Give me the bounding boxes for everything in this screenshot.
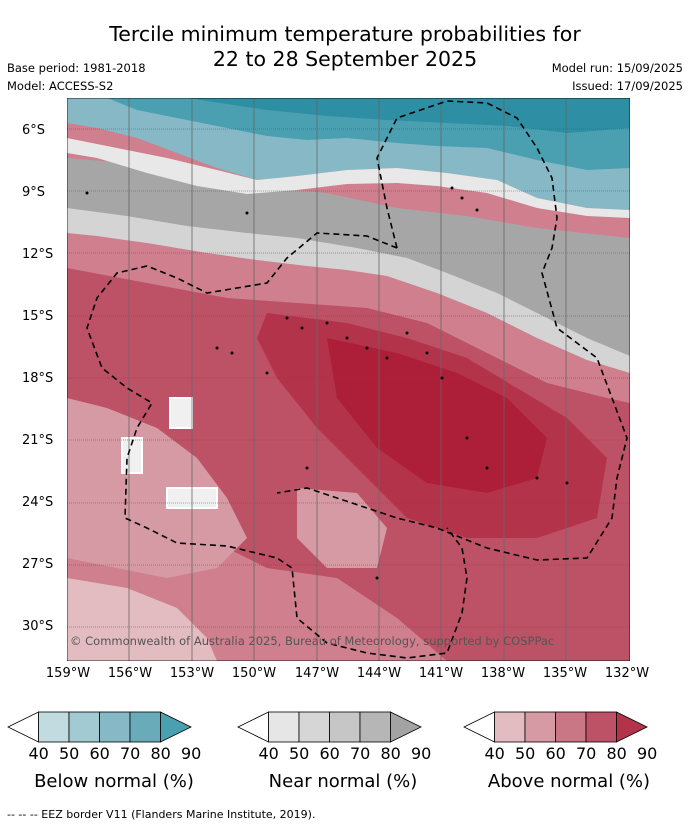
lon-label: 156°W — [107, 666, 153, 681]
colorbar-tick-label: 70 — [576, 744, 597, 763]
lon-label: 132°W — [604, 666, 650, 681]
colorbar-segment — [298, 711, 330, 743]
colorbar-extend-high — [160, 711, 192, 743]
near-normal-region — [67, 158, 630, 368]
colorbar-tick-label: 40 — [484, 744, 505, 763]
colorbar-tick-label: 80 — [380, 744, 401, 763]
colorbar-segment — [524, 711, 556, 743]
lat-label: 30°S — [22, 619, 54, 634]
title-line-1: Tercile minimum temperature probabilitie… — [109, 22, 581, 46]
colorbar-tick-label: 50 — [59, 744, 80, 763]
lat-label: 27°S — [22, 557, 54, 572]
island-markers — [85, 186, 569, 580]
near-normal-light — [67, 208, 630, 373]
colorbar-tick-label: 40 — [258, 744, 279, 763]
colorbar-segment — [329, 711, 361, 743]
model-name: Model: ACCESS-S2 — [7, 79, 114, 93]
above-normal-weak — [67, 398, 247, 578]
colorbar-name-near: Near normal (%) — [268, 771, 418, 792]
map-title: Tercile minimum temperature probabilitie… — [0, 22, 690, 72]
lon-label: 150°W — [231, 666, 277, 681]
colorbar-tick-label: 60 — [89, 744, 110, 763]
lon-label: 141°W — [418, 666, 464, 681]
colorbar-tick-label: 90 — [181, 744, 202, 763]
colorbar-extend-low — [463, 711, 495, 743]
lat-label: 9°S — [22, 185, 46, 200]
colorbar-name-above: Above normal (%) — [487, 771, 651, 792]
title-line-2: 22 to 28 September 2025 — [212, 47, 478, 71]
colorbar-tick-label: 90 — [411, 744, 432, 763]
colorbar-segment — [555, 711, 587, 743]
colorbar-name-below: Below normal (%) — [34, 771, 194, 792]
colorbar-tick-label: 70 — [350, 744, 371, 763]
lon-label: 147°W — [294, 666, 340, 681]
eez-border — [276, 100, 628, 561]
colorbar-legend — [7, 711, 648, 743]
lon-label: 135°W — [542, 666, 588, 681]
colorbar-segment — [494, 711, 526, 743]
lon-label: 159°W — [45, 666, 91, 681]
probability-map: © Commonwealth of Australia 2025, Bureau… — [67, 98, 630, 661]
colorbar-segment — [38, 711, 70, 743]
colorbar-tick-label: 60 — [545, 744, 566, 763]
colorbar-extend-high — [390, 711, 422, 743]
colorbar-tick-label: 50 — [515, 744, 536, 763]
colorbar-tick-label: 80 — [606, 744, 627, 763]
copyright-text: © Commonwealth of Australia 2025, Bureau… — [70, 634, 554, 648]
base-period: Base period: 1981-2018 — [7, 61, 146, 75]
colorbar-tick-label: 80 — [150, 744, 171, 763]
meta-right: Model run: 15/09/2025 Issued: 17/09/2025 — [552, 59, 683, 95]
lon-label: 153°W — [169, 666, 215, 681]
lon-label: 144°W — [356, 666, 402, 681]
colorbar-tick-label: 60 — [319, 744, 340, 763]
eez-footer-note: -- -- -- EEZ border V11 (Flanders Marine… — [7, 808, 316, 821]
lat-label: 21°S — [22, 433, 54, 448]
colorbar-segment — [68, 711, 100, 743]
colorbar-extend-low — [7, 711, 39, 743]
colorbar-segment — [585, 711, 617, 743]
lat-label: 18°S — [22, 371, 54, 386]
above-normal-strong — [67, 268, 630, 661]
lat-label: 15°S — [22, 309, 54, 324]
colorbar-segment — [359, 711, 391, 743]
colorbar-segment — [268, 711, 300, 743]
colorbar-tick-label: 90 — [637, 744, 658, 763]
near-normal-patch — [169, 397, 193, 429]
lat-label: 6°S — [22, 123, 46, 138]
colorbar-segment — [99, 711, 131, 743]
colorbar-segment — [129, 711, 161, 743]
colorbar-extend-low — [237, 711, 269, 743]
model-run: Model run: 15/09/2025 — [551, 61, 683, 75]
above-normal-weakest — [67, 578, 217, 661]
colorbar-extend-high — [616, 711, 648, 743]
lat-label: 24°S — [22, 495, 54, 510]
eez-border — [86, 232, 468, 659]
above-normal-core — [327, 338, 547, 493]
near-normal-white — [67, 138, 630, 218]
meta-left: Base period: 1981-2018 Model: ACCESS-S2 — [7, 59, 146, 95]
lat-label: 12°S — [22, 247, 54, 262]
issued-date: Issued: 17/09/2025 — [572, 79, 683, 93]
lon-label: 138°W — [480, 666, 526, 681]
colorbar-tick-label: 70 — [120, 744, 141, 763]
colorbar-tick-label: 40 — [28, 744, 49, 763]
colorbar-tick-label: 50 — [289, 744, 310, 763]
below-normal-strongest — [187, 98, 630, 133]
